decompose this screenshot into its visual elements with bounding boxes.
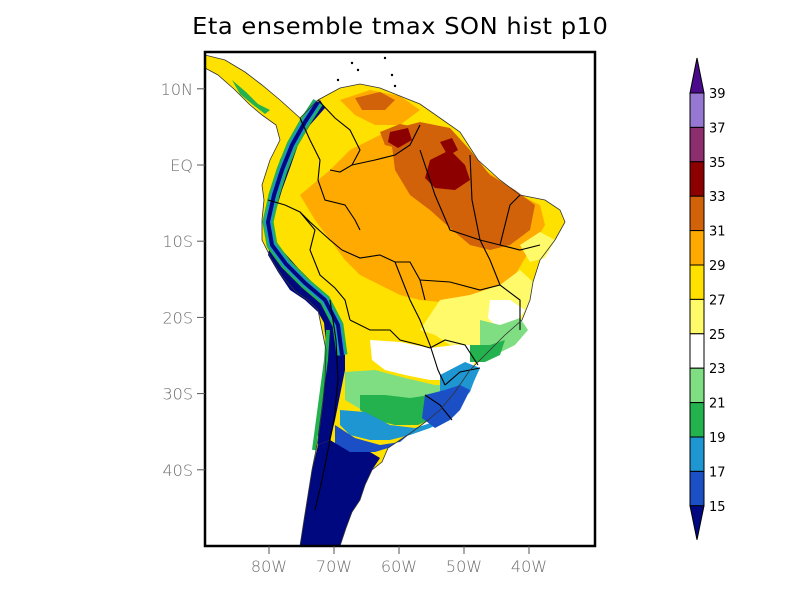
y-tick-label: 30S — [162, 385, 193, 404]
border-line-15 — [314, 299, 339, 511]
y-tick-label: EQ — [170, 156, 193, 175]
sp-green-zone — [470, 340, 505, 362]
colorbar-over-arrow — [689, 57, 705, 94]
border-line-4 — [299, 211, 351, 321]
colorbar-under-arrow — [689, 505, 705, 540]
south-green-zone — [360, 368, 478, 425]
andes-core — [266, 100, 344, 356]
y-tick-label: 20S — [162, 308, 193, 327]
y-axis: 10N EQ 10S 20S 30S 40S — [161, 80, 205, 480]
colorbar-label: 27 — [709, 293, 726, 308]
border-line-3 — [267, 199, 343, 251]
border-line-13 — [499, 194, 521, 246]
island-4 — [393, 84, 397, 88]
x-tick-label: 60W — [381, 557, 417, 576]
colorbar-box — [689, 126, 705, 163]
island-1 — [356, 68, 360, 72]
colorbar-label: 35 — [709, 156, 726, 171]
coastline — [205, 54, 566, 546]
colorbar-label: 39 — [709, 87, 726, 102]
border-line-7 — [394, 261, 446, 386]
colorbar-label: 15 — [709, 500, 726, 515]
colorbar-label: 19 — [709, 431, 726, 446]
border-line-12 — [469, 154, 501, 286]
colorbar-label: 21 — [709, 397, 726, 412]
border-line-1 — [317, 99, 361, 173]
x-tick-label: 40W — [511, 557, 547, 576]
colorbar-box — [689, 230, 705, 266]
x-axis: 80W 70W 60W 50W 40W — [251, 546, 547, 576]
island-2 — [383, 56, 387, 60]
roraima-hot-zone — [388, 128, 412, 148]
y-tick-label: 10S — [162, 232, 193, 251]
border-line-14 — [419, 279, 521, 330]
central-america-highlands — [232, 80, 270, 114]
colorbar-box — [689, 436, 705, 472]
island-0 — [350, 61, 354, 65]
chart-title-text: Eta ensemble tmax SON hist p10 — [191, 14, 609, 40]
plot-frame — [203, 50, 597, 548]
blue-zone — [335, 425, 412, 452]
colorbar-box — [689, 195, 705, 232]
colorbar-label: 37 — [709, 121, 726, 136]
border-line-9 — [444, 367, 481, 386]
colorbar-box — [689, 402, 705, 438]
colorbar-box — [689, 92, 705, 128]
colorbar-box — [689, 470, 705, 507]
colorbar-label: 25 — [709, 328, 726, 343]
y-tick-label: 10N — [161, 80, 193, 99]
colorbar-label: 23 — [709, 362, 726, 377]
colorbar-box — [689, 367, 705, 404]
map-layer — [205, 54, 566, 546]
colorbar: 15 17 19 21 23 25 27 29 31 33 35 37 39 — [689, 57, 726, 540]
colorbar-box — [689, 161, 705, 197]
para-hot-zone — [425, 150, 470, 190]
border-line-6 — [349, 319, 431, 349]
x-tick-label: 80W — [251, 557, 287, 576]
colorbar-box — [689, 264, 705, 300]
uruguay-zone — [422, 385, 470, 428]
border-line-2 — [351, 124, 421, 166]
border-line-8 — [429, 339, 479, 366]
x-tick-label: 70W — [316, 557, 352, 576]
north-brazil-zone — [390, 122, 535, 250]
colorbar-label: 33 — [709, 190, 726, 205]
central-america — [205, 55, 300, 124]
patagonia-zone — [300, 440, 380, 546]
border-line-0 — [299, 117, 361, 231]
northeast-coast-zone — [520, 232, 555, 262]
colorbar-box — [689, 298, 705, 335]
island-3 — [390, 73, 394, 77]
colorbar-box — [689, 333, 705, 369]
y-tick-label: 40S — [162, 461, 193, 480]
colorbar-label: 31 — [709, 225, 726, 240]
x-tick-label: 50W — [446, 557, 482, 576]
lightblue-zone — [340, 370, 478, 440]
chile-coast-strip — [312, 329, 330, 451]
border-line-10 — [424, 394, 453, 421]
colorbar-label: 29 — [709, 259, 726, 274]
chart-title: Eta ensemble tmax SON hist p10 — [0, 14, 800, 40]
island-5 — [336, 78, 340, 82]
amapa-hot-zone — [440, 138, 458, 156]
venezuela-hot-zone — [355, 92, 395, 110]
colorbar-label: 17 — [709, 465, 726, 480]
